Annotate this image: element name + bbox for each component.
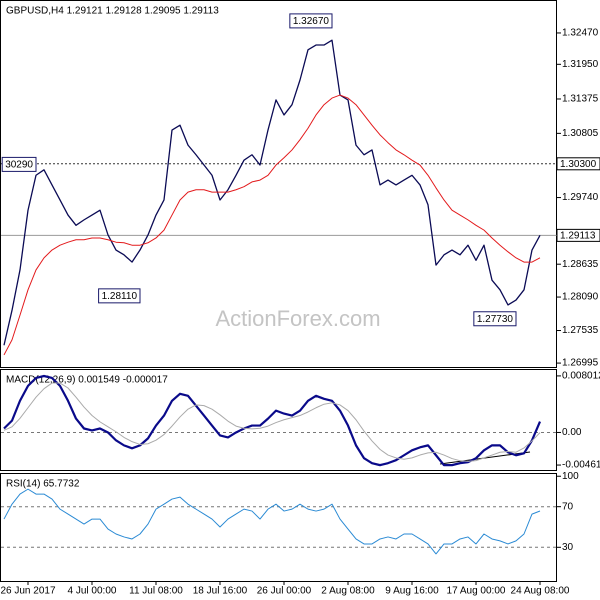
y-tick-label: 1.26995 — [562, 358, 599, 369]
rsi-panel-frame — [0, 473, 557, 582]
x-tick-label: 17 Aug 00:00 — [447, 586, 506, 597]
y-tick-label: 70 — [562, 501, 574, 512]
y-tick-label: -0.004619 — [562, 460, 600, 471]
price-label-box — [556, 228, 600, 242]
annotation-label: 30290 — [5, 160, 33, 171]
series-line — [3, 39, 541, 346]
annotation-box — [289, 13, 333, 29]
y-tick-label: 1.27535 — [562, 325, 599, 336]
y-tick-label: 1.31375 — [562, 94, 599, 105]
annotation-label: 1.32670 — [293, 16, 330, 27]
y-tick-label: 1.28090 — [562, 292, 599, 303]
x-tick-label: 11 Jul 08:00 — [129, 586, 183, 597]
y-tick-label: 1.30805 — [562, 128, 599, 139]
annotation-label: 1.27730 — [477, 314, 514, 325]
panel-title: GBPUSD,H4 1.29121 1.29128 1.29095 1.2911… — [6, 6, 219, 17]
series-line — [3, 374, 542, 467]
series-line — [3, 488, 541, 555]
y-tick-label: 1.28635 — [562, 259, 599, 270]
x-tick-label: 24 Aug 08:00 — [511, 586, 570, 597]
y-tick-label: 100 — [562, 471, 579, 482]
annotation-label: 1.28110 — [102, 291, 138, 302]
price-label: 1.29113 — [560, 231, 596, 242]
x-tick-label: 2 Aug 08:00 — [321, 586, 375, 597]
annotation-box — [473, 311, 517, 327]
x-tick-label: 26 Jun 2017 — [0, 586, 55, 597]
panel-title: MACD(12,26,9) 0.001549 -0.000017 — [6, 375, 168, 386]
y-tick-label: 0.00 — [562, 427, 582, 438]
y-tick-label: 0.008012 — [562, 371, 600, 382]
x-tick-label: 4 Jul 00:00 — [68, 586, 117, 597]
x-tick-label: 18 Jul 16:00 — [193, 586, 248, 597]
series-line — [3, 94, 541, 356]
macd-panel-frame — [0, 369, 557, 471]
y-tick-label: 1.31950 — [562, 59, 599, 70]
panel-title: RSI(14) 65.7732 — [6, 479, 80, 490]
x-tick-label: 9 Aug 16:00 — [385, 586, 439, 597]
y-tick-label: 1.32470 — [562, 28, 599, 39]
price-panel-frame — [0, 0, 557, 368]
y-tick-label: 1.29740 — [562, 192, 599, 203]
annotation-box — [1, 156, 37, 172]
price-label-box — [556, 157, 600, 171]
annotation-box — [98, 288, 141, 304]
y-tick-label: 30 — [562, 542, 574, 553]
series-line — [3, 382, 541, 462]
watermark: ActionForex.com — [215, 306, 380, 331]
x-tick-label: 26 Jul 00:00 — [257, 586, 312, 597]
price-label: 1.30300 — [560, 159, 597, 170]
